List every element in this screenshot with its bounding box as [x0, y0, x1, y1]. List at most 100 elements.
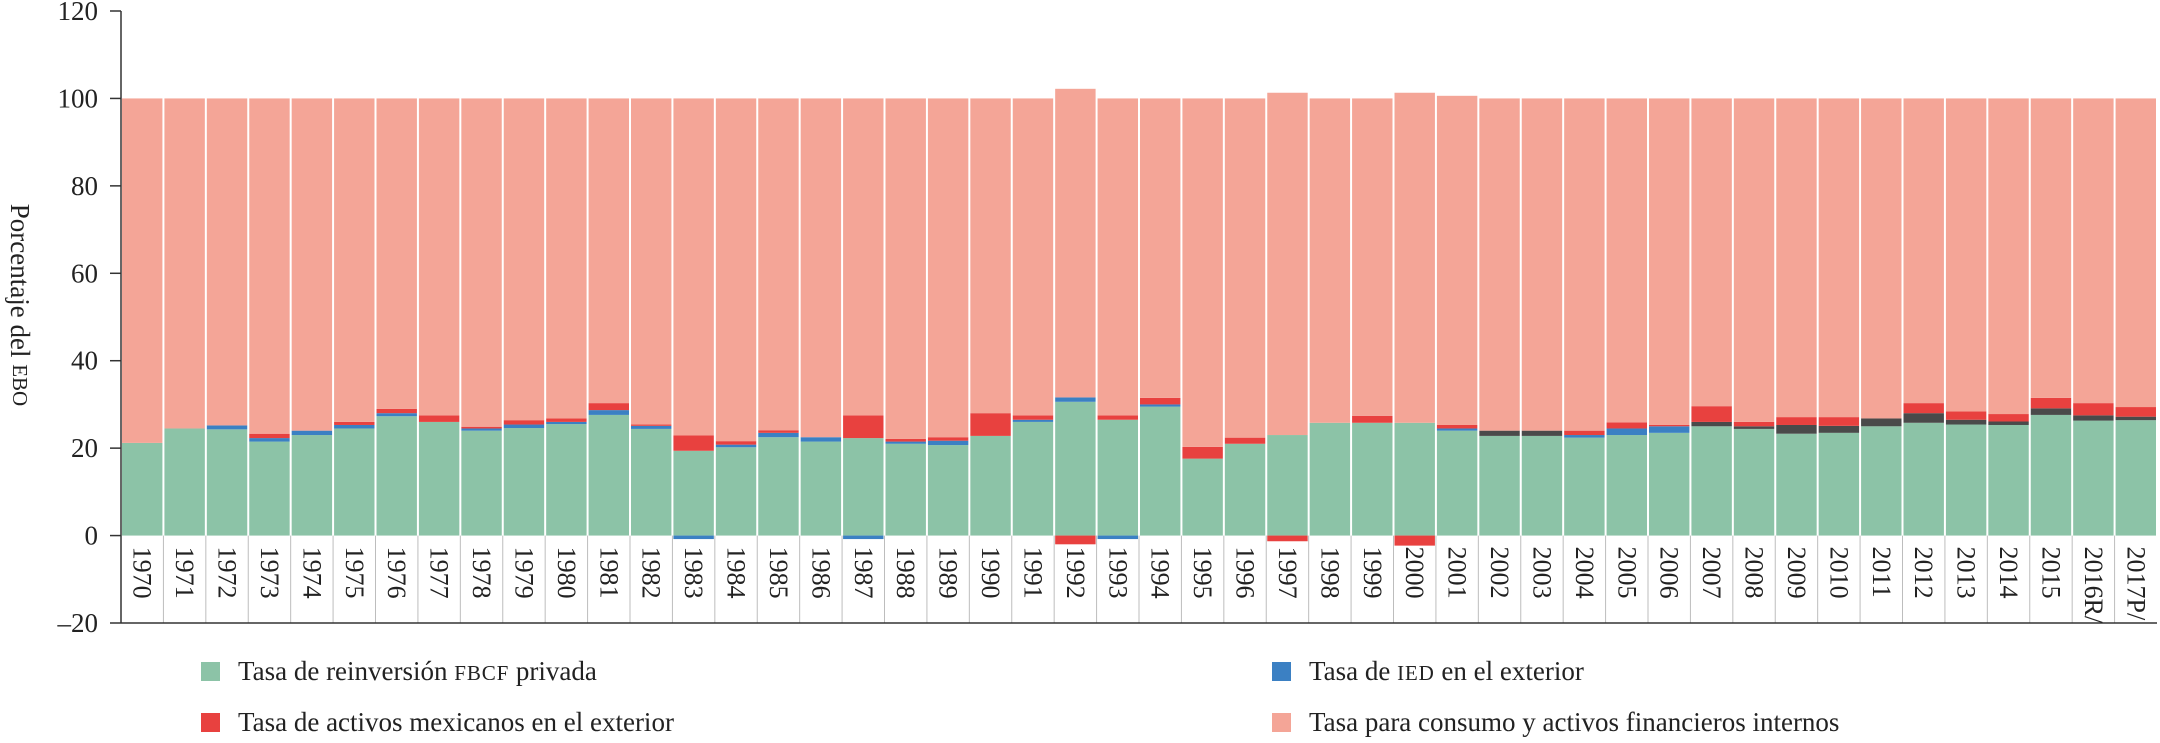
bar-segment: [1564, 98, 1605, 431]
bar-segment: [206, 425, 248, 430]
x-tick-label: 1986: [806, 547, 835, 599]
bar-segment: [2073, 403, 2114, 416]
bar-segment: [291, 98, 333, 431]
legend-swatch: [1272, 661, 1291, 681]
bar-segment: [1436, 428, 1478, 431]
x-tick-label: 1983: [679, 547, 708, 599]
bar-segment: [1903, 98, 1944, 404]
bar-segment: [291, 430, 333, 436]
y-tick-label: 80: [71, 171, 98, 201]
bar-segment: [631, 428, 672, 536]
legend-label: Tasa de IED en el exterior: [1309, 655, 1584, 686]
x-tick-label: 1982: [637, 547, 666, 599]
x-tick-label: 1994: [1146, 547, 1175, 599]
x-tick-label: 1985: [764, 547, 793, 599]
bar-segment: [1988, 414, 2029, 422]
x-tick-label: 1973: [255, 547, 284, 599]
bar-segment: [927, 437, 969, 441]
bar-segment: [376, 416, 417, 536]
bar-segment: [2115, 420, 2156, 536]
bar-segment: [673, 535, 714, 540]
bar-segment: [1224, 443, 1266, 536]
bar-segment: [249, 98, 290, 434]
y-tick-label: –20: [57, 608, 99, 638]
bar-segment: [418, 98, 460, 416]
bar-segment: [1733, 426, 1775, 429]
bar-segment: [418, 421, 460, 536]
bar-segment: [1606, 428, 1647, 436]
bar-segment: [1733, 428, 1775, 536]
bar-segment: [715, 447, 757, 536]
bar-segment: [206, 98, 248, 426]
bar-segment: [1861, 426, 1902, 536]
bar-segment: [249, 433, 290, 439]
bar-segment: [1649, 432, 1690, 536]
bar-segment: [1945, 424, 1987, 536]
bar-segment: [164, 98, 205, 429]
x-tick-label: 1984: [722, 547, 751, 599]
bar-segment: [461, 426, 502, 429]
bar-segment: [885, 438, 926, 442]
bar-segment: [418, 415, 460, 422]
bar-segment: [631, 425, 672, 429]
bar-segment: [885, 443, 926, 536]
bar-segment: [970, 435, 1011, 536]
bar-segment: [970, 98, 1011, 414]
x-tick-label: 1998: [1315, 547, 1344, 599]
bar-segment: [334, 421, 375, 425]
bar-segment: [1309, 422, 1351, 536]
bar-segment: [588, 98, 629, 404]
x-tick-label: 2016R/: [2079, 547, 2108, 624]
bar-segment: [461, 428, 502, 431]
bar-segment: [461, 98, 502, 427]
bar-segment: [249, 441, 290, 536]
bar-segment: [715, 444, 757, 448]
bar-segment: [1649, 424, 1690, 427]
x-tick-label: 2011: [1867, 547, 1896, 598]
bar-segment: [588, 414, 629, 536]
bar-segment: [673, 435, 714, 451]
bar-segment: [1394, 535, 1435, 546]
y-tick-label: 100: [58, 83, 99, 113]
bar-segment: [927, 440, 969, 446]
bar-segment: [1140, 406, 1181, 536]
bar-segment: [1352, 98, 1393, 416]
bar-segment: [1776, 417, 1817, 425]
bar-segment: [843, 98, 884, 416]
bar-segment: [1733, 421, 1775, 427]
bar-segment: [1097, 535, 1138, 540]
bar-segment: [1564, 437, 1605, 536]
bar-segment: [715, 441, 757, 445]
bar-segment: [1182, 446, 1223, 459]
y-tick-label: 60: [71, 258, 98, 288]
bar-segment: [1903, 403, 1944, 414]
bar-segment: [1818, 432, 1860, 536]
bar-segment: [1394, 92, 1435, 423]
bar-segment: [503, 428, 545, 536]
bar-segment: [2115, 98, 2156, 408]
x-tick-label: 1991: [1018, 547, 1047, 599]
bar-segment: [1521, 430, 1563, 436]
x-tick-label: 2007: [1697, 547, 1726, 599]
bar-segment: [376, 98, 417, 409]
bar-segment: [800, 441, 842, 536]
legend-item-activos-mexicanos: Tasa de activos mexicanos en el exterior: [201, 707, 674, 737]
legend-swatch: [201, 712, 220, 732]
bar-segment: [800, 98, 842, 438]
x-tick-label: 2009: [1782, 547, 1811, 599]
y-tick-label: 0: [85, 521, 99, 551]
x-tick-label: 2001: [1443, 547, 1472, 599]
bar-segment: [1224, 437, 1266, 444]
legend-label: Tasa de activos mexicanos en el exterior: [238, 706, 674, 737]
bar-segment: [1182, 458, 1223, 536]
x-tick-label: 2014: [1994, 547, 2023, 599]
bar-segment: [1776, 433, 1817, 536]
bar-segment: [2073, 420, 2114, 536]
bar-segment: [1479, 435, 1520, 536]
bar-segment: [588, 403, 629, 411]
legend-label: Tasa para consumo y activos financieros …: [1309, 706, 1840, 737]
x-tick-label: 1971: [170, 547, 199, 599]
bar-segment: [1012, 98, 1054, 416]
bar-segment: [927, 98, 969, 438]
bar-segment: [546, 421, 587, 425]
